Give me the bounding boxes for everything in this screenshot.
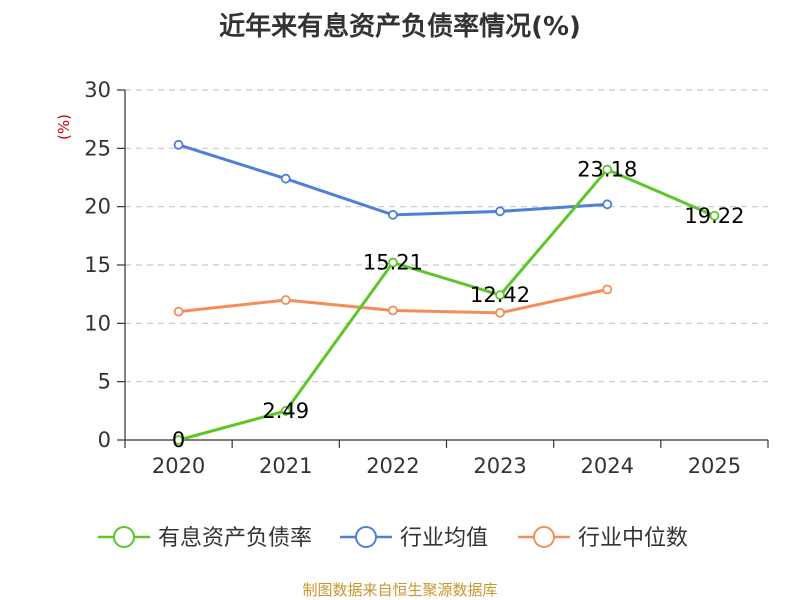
- source-note: 制图数据来自恒生聚源数据库: [302, 581, 498, 599]
- data-label: 2.49: [262, 399, 309, 423]
- data-point: [602, 284, 613, 295]
- y-unit-label: (%): [55, 114, 73, 140]
- chart-title: 近年来有息资产负债率情况(%): [219, 12, 581, 42]
- data-point: [280, 295, 291, 305]
- y-tick-label: 20: [84, 195, 111, 219]
- data-point: [602, 164, 613, 175]
- y-tick-label: 5: [98, 370, 111, 394]
- x-tick-label: 2020: [152, 454, 205, 478]
- x-tick-label: 2021: [259, 454, 312, 478]
- data-point: [173, 306, 184, 317]
- data-point: [388, 305, 398, 316]
- data-point: [388, 257, 398, 268]
- x-tick-label: 2024: [581, 454, 634, 478]
- legend-marker: [355, 526, 377, 548]
- series-line-0: [178, 168, 716, 442]
- data-label: 12.42: [470, 283, 530, 307]
- data-point: [173, 435, 184, 445]
- data-point: [388, 209, 398, 220]
- data-point: [602, 199, 613, 210]
- legend-item-2[interactable]: 行业中位数: [518, 526, 688, 551]
- x-tick-label: 2022: [366, 454, 419, 478]
- data-label: 19.22: [684, 204, 744, 228]
- data-point: [709, 210, 720, 221]
- legend-item-0[interactable]: 有息资产负债率: [98, 526, 312, 551]
- legend-marker: [533, 526, 555, 548]
- data-point: [495, 307, 505, 318]
- y-tick-label: 30: [84, 78, 111, 102]
- legend-item-1[interactable]: 行业均值: [340, 526, 488, 551]
- y-tick-label: 25: [84, 136, 111, 160]
- x-tick-label: 2025: [688, 454, 741, 478]
- legend-label: 行业中位数: [578, 526, 688, 551]
- data-label: 15.21: [363, 251, 423, 275]
- data-point: [173, 139, 184, 150]
- data-label: 23.18: [577, 158, 637, 182]
- grid-lines: [125, 89, 768, 383]
- y-tick-label: 15: [84, 253, 111, 277]
- legend-marker: [113, 526, 135, 548]
- data-point: [280, 173, 291, 184]
- data-label: 0: [172, 428, 185, 452]
- data-point: [280, 406, 291, 416]
- data-point: [495, 290, 505, 301]
- series-lines: [173, 139, 720, 445]
- x-tick-label: 2023: [473, 454, 526, 478]
- legend[interactable]: 有息资产负债率 行业均值 行业中位数: [98, 526, 688, 551]
- series-line-1: [178, 143, 608, 217]
- legend-label: 行业均值: [400, 526, 488, 551]
- legend-label: 有息资产负债率: [158, 526, 312, 551]
- data-labels: 0 2.49 15.21 12.42 23.18 19.22: [172, 158, 745, 452]
- data-point: [495, 206, 505, 217]
- y-tick-label: 10: [84, 311, 111, 335]
- y-tick-label: 0: [98, 428, 111, 452]
